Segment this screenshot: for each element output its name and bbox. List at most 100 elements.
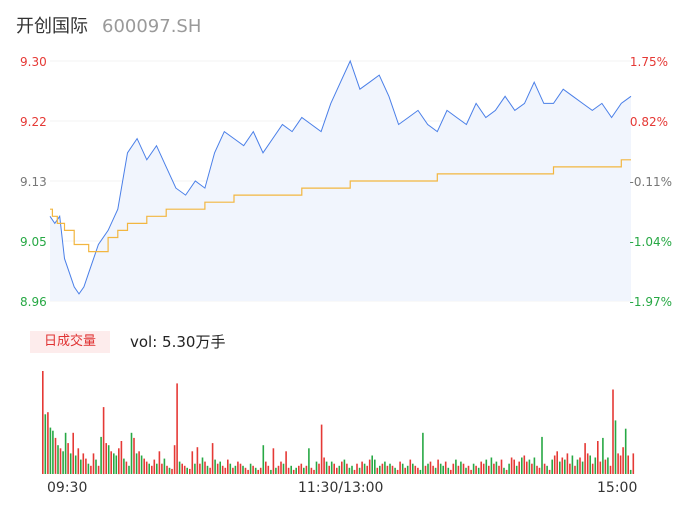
volume-bar	[348, 467, 351, 474]
volume-bar	[265, 461, 267, 474]
volume-bar	[206, 465, 209, 474]
volume-bar	[427, 463, 429, 474]
volume-bar	[237, 461, 239, 474]
volume-bar	[480, 461, 482, 474]
volume-bar	[619, 455, 622, 474]
volume-bar	[118, 448, 120, 475]
volume-bar	[594, 457, 597, 474]
volume-bar	[429, 461, 432, 474]
volume-bar	[450, 469, 452, 474]
volume-bar	[247, 469, 249, 474]
volume-bar	[414, 465, 417, 474]
volume-bar	[285, 451, 287, 474]
volume-bar	[541, 436, 543, 474]
volume-bar	[447, 467, 450, 474]
volume-bar	[599, 461, 602, 474]
volume-bar	[59, 448, 62, 475]
volume-bar	[191, 451, 194, 474]
pct-label-right-0: 1.75%	[630, 55, 668, 69]
volume-bar	[513, 459, 515, 474]
volume-bar	[102, 407, 105, 475]
volume-bar	[434, 467, 437, 474]
price-label-left-4: 8.96	[20, 295, 47, 309]
volume-bar	[353, 469, 356, 474]
volume-bar	[113, 453, 115, 474]
volume-bar	[396, 469, 399, 474]
volume-bar	[214, 459, 216, 474]
volume-bar	[470, 469, 472, 474]
volume-bar	[275, 467, 277, 474]
pct-label-right-2: -0.11%	[630, 175, 672, 189]
volume-bar	[602, 437, 604, 474]
volume-bar	[356, 463, 358, 474]
volume-bar	[419, 469, 422, 474]
volume-bar	[358, 467, 361, 474]
volume-bar	[627, 455, 629, 474]
volume-bar	[488, 465, 490, 474]
volume-bar	[503, 467, 505, 474]
volume-bar	[209, 467, 211, 474]
volume-bar	[110, 451, 112, 474]
volume-bar	[242, 465, 244, 474]
volume-bar	[254, 467, 257, 474]
volume-bar	[168, 467, 171, 474]
volume-bar	[343, 459, 346, 474]
volume-bar	[313, 469, 315, 474]
volume-bar	[538, 467, 541, 474]
price-line	[49, 59, 632, 295]
volume-bar	[333, 463, 335, 474]
volume-bar	[186, 467, 188, 474]
volume-tab[interactable]: 日成交量	[30, 331, 110, 353]
volume-bar	[107, 445, 110, 474]
volume-bar	[259, 467, 262, 474]
pct-label-right-1: 0.82%	[630, 115, 668, 129]
volume-bar	[178, 461, 181, 474]
volume-bar	[173, 445, 176, 474]
volume-bar	[374, 459, 376, 474]
volume-bar	[318, 463, 320, 474]
volume-bar	[536, 465, 538, 474]
volume-bar	[617, 453, 619, 474]
volume-bar	[533, 457, 536, 474]
volume-bar	[227, 459, 229, 474]
volume-bar	[574, 465, 576, 474]
volume-bars	[42, 371, 635, 475]
volume-bar	[82, 453, 85, 474]
average-price-line	[50, 159, 631, 253]
volume-bar	[156, 463, 158, 474]
volume-bar	[300, 463, 303, 474]
stock-code: 600097.SH	[102, 16, 202, 37]
volume-bar	[295, 467, 297, 474]
volume-bar	[92, 453, 95, 474]
volume-bar	[444, 461, 447, 474]
volume-bar	[292, 469, 295, 474]
volume-bar	[211, 443, 214, 474]
volume-bar	[328, 465, 330, 474]
volume-bar	[305, 465, 308, 474]
volume-bar	[320, 424, 323, 474]
volume-bar	[90, 465, 92, 474]
volume-bar	[125, 461, 128, 474]
volume-bar	[143, 458, 145, 474]
volume-bar	[138, 451, 140, 474]
volume-bar	[216, 463, 219, 474]
volume-bar	[189, 468, 191, 475]
volume-bar	[315, 461, 318, 474]
volume-bar	[262, 445, 265, 474]
volume-bar	[85, 458, 87, 474]
volume-bar	[120, 441, 123, 474]
volume-bar	[406, 465, 409, 474]
volume-bar	[437, 459, 439, 474]
volume-bar	[368, 459, 371, 474]
volume-bar	[546, 465, 548, 474]
volume-bar	[52, 430, 54, 474]
time-label-open: 09:30	[47, 480, 88, 496]
volume-bar	[298, 465, 300, 474]
volume-bar	[528, 459, 531, 474]
volume-bar	[280, 461, 282, 474]
volume-bar	[495, 461, 498, 474]
volume-bar	[239, 463, 242, 474]
volume-bar	[452, 463, 455, 474]
volume-bar	[607, 457, 609, 474]
volume-bar	[457, 465, 460, 474]
